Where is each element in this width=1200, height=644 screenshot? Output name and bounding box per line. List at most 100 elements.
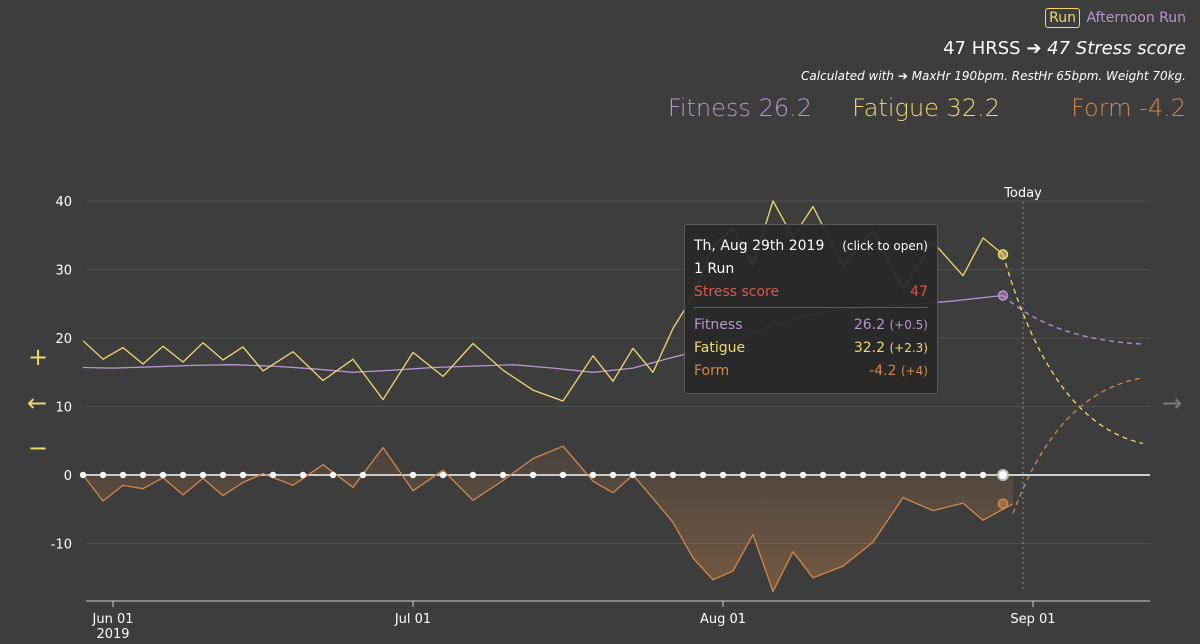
tooltip-fatigue-label: Fatigue [694,340,746,356]
tooltip-stress-label: Stress score [694,284,780,300]
y-tick-label: 10 [55,401,72,416]
tooltip-fatigue-value: 32.2 [853,340,886,356]
activity-dot[interactable] [119,471,127,479]
activity-dot[interactable] [499,471,507,479]
form-area [83,446,1013,592]
calc-details: MaxHr 190bpm. RestHr 65bpm. Weight 70kg. [911,69,1186,83]
activity-dot[interactable] [299,471,307,479]
tooltip-fitness-label: Fitness [694,317,743,333]
selected-activity-dot[interactable] [997,469,1009,481]
activity-dot[interactable] [739,471,747,479]
activity-dot[interactable] [79,471,87,479]
tooltip-form-value: -4.2 [869,363,897,379]
tooltip-open-hint[interactable]: (click to open) [842,239,928,253]
activity-dot[interactable] [269,471,277,479]
activity-dot[interactable] [699,471,707,479]
arrow-icon: ➔ [1026,38,1042,59]
calc-prefix: Calculated with [801,69,894,83]
activity-dot[interactable] [239,471,247,479]
activity-dot[interactable] [879,471,887,479]
day-tooltip[interactable]: Th, Aug 29th 2019 (click to open) 1 Run … [684,224,938,394]
arrow-icon: ➔ [897,69,908,83]
activity-title-row: Run Afternoon Run [801,6,1186,30]
zoom-out-button[interactable]: − [28,434,49,462]
tooltip-fitness-delta: (+0.5) [889,318,928,332]
activity-dot[interactable] [899,471,907,479]
activity-dot[interactable] [529,471,537,479]
activity-dot[interactable] [139,471,147,479]
projection-line-form [1012,377,1144,514]
projection-line-fatigue [1002,254,1144,445]
activity-dot[interactable] [919,471,927,479]
tooltip-date: Th, Aug 29th 2019 [694,238,825,254]
activity-dot[interactable] [759,471,767,479]
tooltip-fatigue-delta: (+2.3) [889,341,928,355]
activity-dot[interactable] [409,471,417,479]
hrss-value: 47 HRSS [943,38,1021,59]
today-label: Today [1003,186,1042,201]
activity-dot[interactable] [609,471,617,479]
selected-point-form [997,498,1009,510]
selected-point-fitness [997,290,1009,301]
fitness-metric: Fitness 26.2 [667,94,812,122]
x-tick-sublabel: 2019 [96,627,129,642]
activity-dot[interactable] [629,471,637,479]
y-tick-label: 20 [55,332,72,347]
activity-header: Run Afternoon Run 47 HRSS ➔ 47 Stress sc… [801,6,1186,84]
activity-dot[interactable] [959,471,967,479]
y-tick-label: -10 [51,538,72,553]
hrss-summary: 47 HRSS ➔ 47 Stress score [801,38,1186,60]
activity-dot[interactable] [649,471,657,479]
form-area-fill [83,446,1013,592]
x-tick-label: Sep 01 [1010,612,1055,627]
stress-score-value: 47 Stress score [1047,38,1186,59]
tooltip-divider [694,307,928,308]
y-tick-label: 40 [55,195,72,210]
calculation-note: Calculated with ➔ MaxHr 190bpm. RestHr 6… [801,68,1186,84]
projection-line-fitness [1002,295,1144,345]
chart-series [82,200,1144,593]
activity-dot[interactable] [559,471,567,479]
activity-dot[interactable] [839,471,847,479]
activity-dot[interactable] [939,471,947,479]
activity-dot[interactable] [589,471,597,479]
activity-dot[interactable] [819,471,827,479]
activity-dot[interactable] [99,471,107,479]
activity-dot[interactable] [469,471,477,479]
activity-name-link[interactable]: Afternoon Run [1086,10,1186,26]
activity-dot[interactable] [799,471,807,479]
zoom-in-button[interactable]: + [28,343,49,371]
x-tick-label: Jun 01 [92,612,134,627]
x-tick-label: Jul 01 [394,612,431,627]
activity-dot[interactable] [439,471,447,479]
tooltip-fitness-value: 26.2 [853,317,886,333]
pan-right-arrow-icon[interactable]: → [1162,389,1183,417]
activity-dot[interactable] [979,471,987,479]
form-metric: Form -4.2 [1071,94,1186,122]
activity-dot[interactable] [859,471,867,479]
activity-dot[interactable] [219,471,227,479]
activity-dot[interactable] [199,471,207,479]
activity-dot[interactable] [159,471,167,479]
activity-dot[interactable] [779,471,787,479]
series-line-form [82,445,1014,593]
pan-left-arrow-icon[interactable]: ← [27,389,48,417]
tooltip-form-label: Form [694,363,730,379]
x-tick-label: Aug 01 [700,612,746,627]
fatigue-metric: Fatigue 32.2 [852,94,1000,122]
y-tick-label: 30 [55,264,72,279]
activity-dots [79,249,1009,510]
activity-dot[interactable] [329,471,337,479]
tooltip-activity-count: 1 Run [694,261,735,277]
activity-dot[interactable] [719,471,727,479]
tooltip-form-delta: (+4) [900,364,928,378]
chart-grid [86,200,1150,592]
activity-type-badge: Run [1045,8,1080,28]
activity-dot[interactable] [179,471,187,479]
tooltip-stress-value: 47 [910,284,928,300]
activity-dot[interactable] [669,471,677,479]
activity-dot[interactable] [359,471,367,479]
y-tick-label: 0 [64,469,72,484]
